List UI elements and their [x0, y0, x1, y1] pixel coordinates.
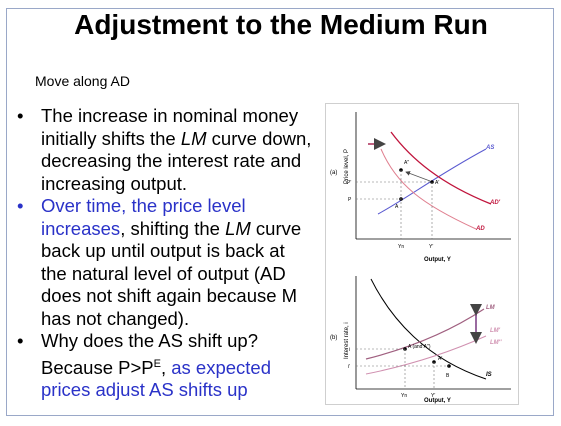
panel-a-x-axis-label: Output, Y: [424, 257, 451, 263]
tick-yprime-b: Y': [431, 393, 435, 399]
lm-prime-curve: [365, 335, 487, 375]
tick-yn-b: Yn: [401, 393, 407, 399]
lm-dprime-curve-label: LM'': [490, 340, 502, 346]
point-a-b-label: A (and A''): [408, 344, 431, 350]
panel-a-label: (a): [330, 170, 337, 176]
tick-yprime-a: Y': [429, 244, 433, 250]
point-a-prime-label: A': [435, 180, 439, 186]
lm-curve: [365, 308, 485, 360]
panel-b-label: (b): [330, 335, 337, 341]
slide-title: Adjustment to the Medium Run: [74, 9, 488, 40]
point-b-label: B: [446, 373, 450, 379]
slide-subtitle: Move along AD: [35, 73, 130, 89]
point-a-dprime: [399, 168, 403, 172]
bullet-1: • The increase in nominal money initially…: [17, 105, 312, 194]
panel-b-y-axis-label: Interest rate, i: [344, 322, 350, 359]
point-a-label: A: [395, 204, 399, 210]
lm-prime-curve-label: LM': [490, 328, 501, 334]
bullet-dot: •: [17, 105, 24, 126]
figure-svg: (a) Price level, P Output, Y AS AD AD' A…: [330, 112, 511, 404]
lm-curve-label: LM: [486, 305, 496, 311]
point-a-prime: [430, 180, 434, 184]
tick-i: i: [349, 347, 350, 353]
is-curve: [370, 278, 487, 380]
tick-p: P: [348, 197, 352, 203]
as-curve-label: AS: [485, 145, 494, 151]
ad-curve: [380, 148, 477, 230]
tick-i-prime: i': [348, 364, 350, 370]
bullet-dot: •: [17, 195, 24, 216]
panel-b-x-axis-label: Output, Y: [424, 398, 451, 404]
point-a-prime-b-label: A': [438, 356, 442, 362]
point-a-dprime-label: A'': [404, 160, 409, 166]
adjustment-arrow: [405, 171, 431, 182]
bullet-list: • The increase in nominal money initially…: [13, 105, 313, 402]
tick-p-prime: P': [347, 180, 351, 186]
slide: Adjustment to the Medium Run Move along …: [6, 8, 554, 416]
ad-curve-label: AD: [475, 226, 485, 232]
as-curve: [377, 148, 487, 215]
ad-prime-curve: [390, 131, 492, 205]
panel-a-y-axis-label: Price level, P: [344, 149, 350, 184]
economics-figure: (a) Price level, P Output, Y AS AD AD' A…: [325, 103, 519, 405]
bullet-dot: •: [17, 330, 24, 351]
bullet-2: • Over time, the price level increases, s…: [17, 195, 302, 329]
is-curve-label: IS: [486, 372, 492, 378]
tick-yn-a: Yn: [398, 244, 404, 250]
ad-prime-curve-label: AD': [489, 200, 501, 206]
bullet-3: • Why does the AS shift up? Because P>PE,…: [17, 330, 272, 401]
